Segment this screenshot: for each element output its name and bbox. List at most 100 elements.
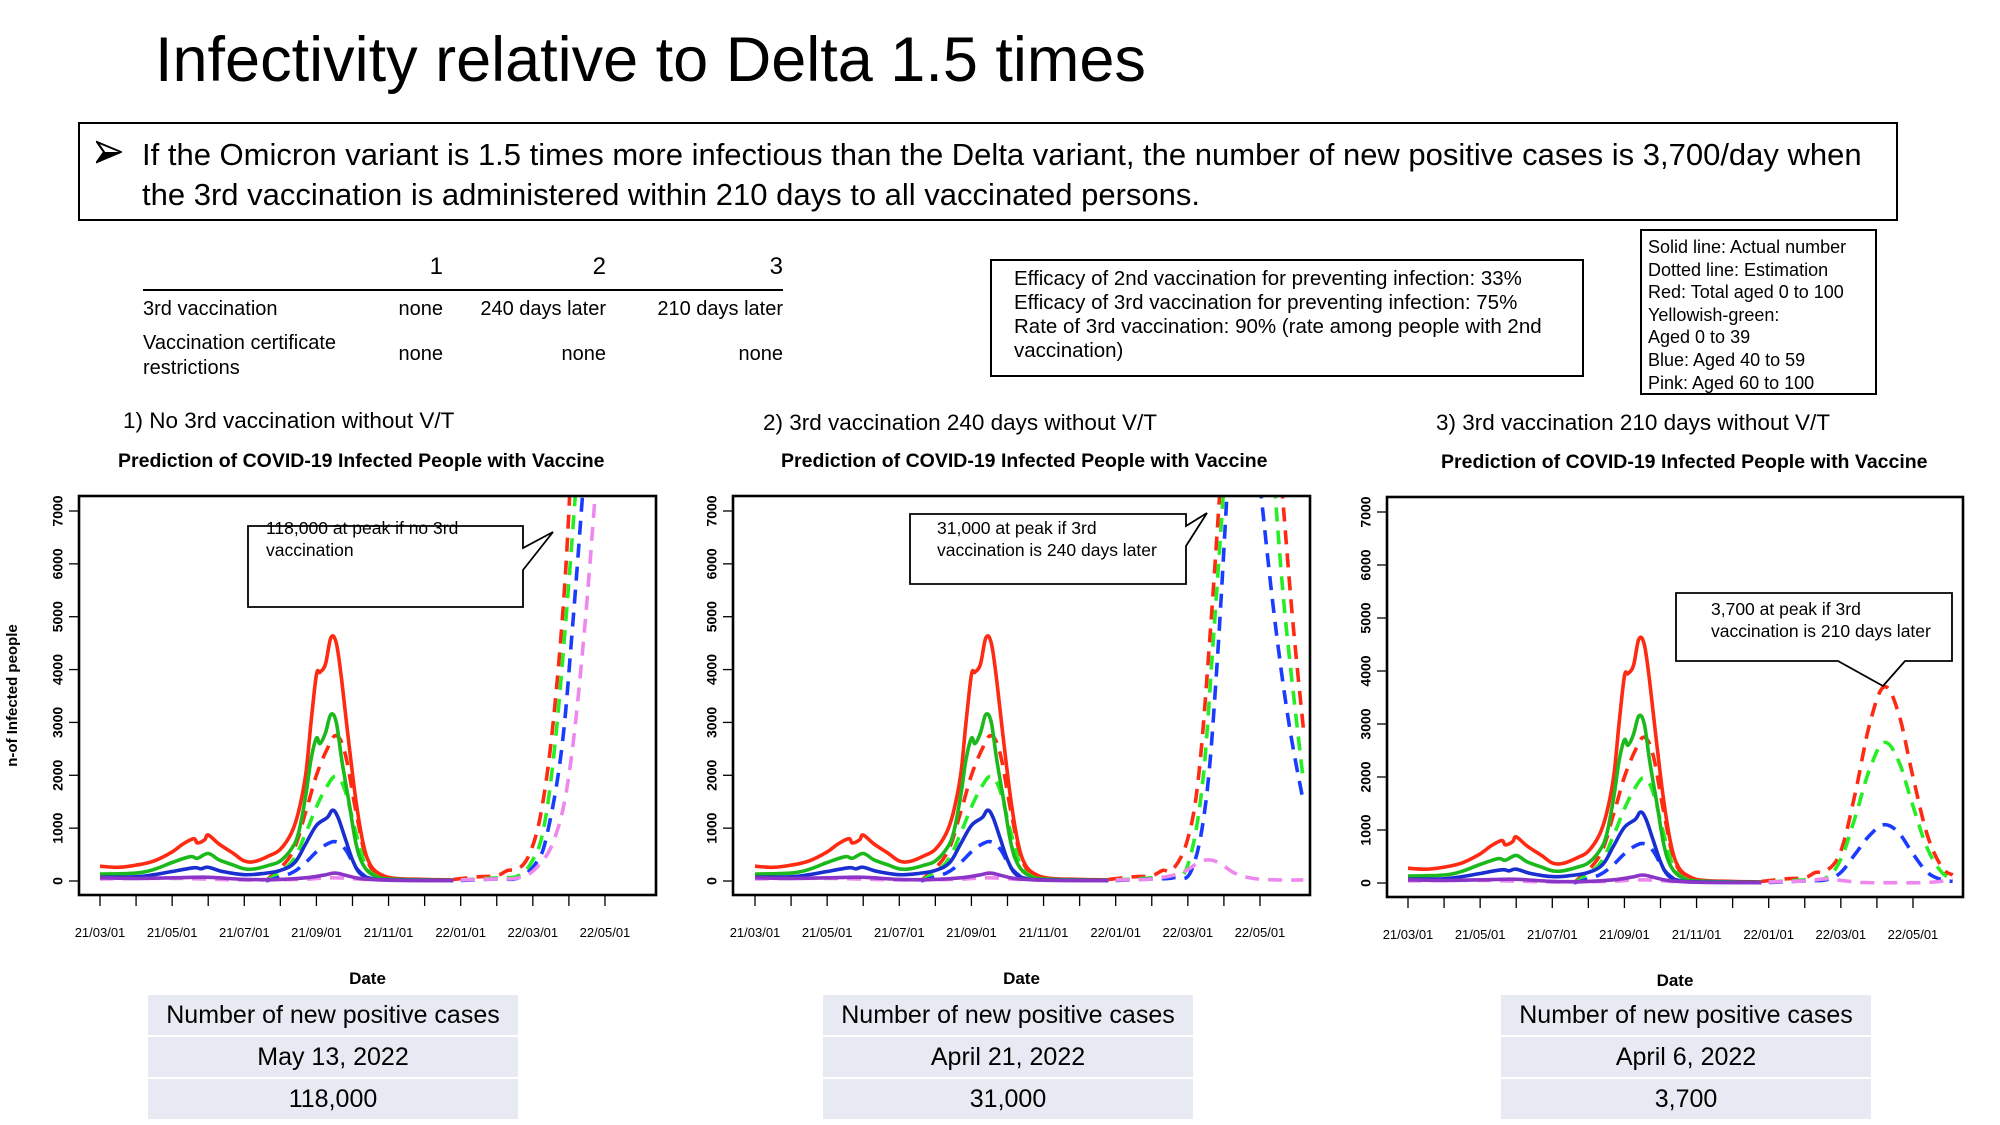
y-tick-label: 3000 bbox=[1358, 708, 1374, 739]
legend-box: Solid line: Actual number Dotted line: E… bbox=[1640, 229, 1877, 395]
scenario-caption-2: 2) 3rd vaccination 240 days without V/T bbox=[763, 410, 1157, 435]
y-tick-label: 5000 bbox=[1358, 602, 1374, 633]
x-tick-label: 22/05/01 bbox=[580, 925, 631, 940]
y-tick-label: 0 bbox=[50, 877, 66, 885]
x-tick-label: 21/07/01 bbox=[874, 925, 925, 940]
x-axis-label: Date bbox=[1657, 971, 1694, 990]
table-row: Vaccination certificate restrictions non… bbox=[143, 327, 783, 383]
result-header: Number of new positive cases bbox=[823, 995, 1193, 1035]
series-line bbox=[99, 634, 454, 882]
plot-frame bbox=[731, 494, 1312, 897]
series-line bbox=[754, 808, 1109, 883]
y-tick-label: 5000 bbox=[704, 601, 720, 632]
series-line bbox=[754, 634, 1109, 882]
result-value: 118,000 bbox=[148, 1079, 518, 1119]
series-line bbox=[1407, 873, 1762, 885]
row-cell: 240 days later bbox=[480, 298, 606, 320]
callout-text-2: 31,000 at peak if 3rd vaccination is 240… bbox=[937, 518, 1157, 560]
callout-box bbox=[247, 525, 554, 608]
table-row: 3rd vaccination none 240 days later 210 … bbox=[143, 291, 783, 327]
x-tick-label: 22/01/01 bbox=[1743, 927, 1794, 942]
series-line bbox=[754, 712, 1109, 882]
x-tick-label: 21/05/01 bbox=[147, 925, 198, 940]
legend-line: Blue: Aged 40 to 59 bbox=[1648, 349, 1806, 370]
assumption-line: Efficacy of 3rd vaccination for preventi… bbox=[1014, 291, 1518, 314]
y-axis-label: n-of Infected people bbox=[4, 624, 21, 767]
chart-title-3: Prediction of COVID-19 Infected People w… bbox=[1441, 451, 1928, 473]
series-line bbox=[1115, 496, 1229, 883]
x-tick-label: 21/07/01 bbox=[219, 925, 270, 940]
page-title: Infectivity relative to Delta 1.5 times bbox=[155, 25, 1146, 95]
y-tick-label: 4000 bbox=[50, 654, 66, 685]
result-header: Number of new positive cases bbox=[148, 995, 518, 1035]
y-tick-label: 7000 bbox=[1358, 496, 1374, 527]
y-tick-label: 4000 bbox=[1358, 655, 1374, 686]
x-tick-label: 21/07/01 bbox=[1527, 927, 1578, 942]
plot-frame bbox=[77, 494, 658, 897]
series-line bbox=[99, 871, 454, 883]
y-tick-label: 6000 bbox=[1358, 549, 1374, 580]
y-tick-label: 1000 bbox=[1358, 814, 1374, 845]
series-line bbox=[99, 712, 454, 882]
row-cell: none bbox=[398, 298, 444, 320]
series-line bbox=[1280, 496, 1306, 728]
series-line bbox=[1108, 496, 1222, 882]
legend-line: Solid line: Actual number bbox=[1648, 237, 1847, 257]
x-tick-label: 22/03/01 bbox=[508, 925, 559, 940]
series-line bbox=[1407, 635, 1762, 884]
scenario-caption-3: 3) 3rd vaccination 210 days without V/T bbox=[1436, 410, 1830, 435]
result-header: Number of new positive cases bbox=[1501, 995, 1871, 1035]
x-tick-label: 22/01/01 bbox=[1090, 925, 1141, 940]
x-tick-label: 22/05/01 bbox=[1888, 927, 1939, 942]
x-tick-label: 21/11/01 bbox=[1019, 925, 1069, 940]
y-tick-label: 0 bbox=[704, 877, 720, 885]
col-header-2: 2 bbox=[592, 253, 606, 280]
x-tick-label: 21/05/01 bbox=[802, 925, 853, 940]
x-tick-label: 21/03/01 bbox=[75, 925, 126, 940]
y-tick-label: 3000 bbox=[50, 707, 66, 738]
x-tick-label: 21/09/01 bbox=[946, 925, 997, 940]
row-cell: none bbox=[738, 343, 784, 365]
y-tick-label: 6000 bbox=[704, 548, 720, 579]
assumption-line: Rate of 3rd vaccination: 90% (rate among… bbox=[1014, 315, 1542, 362]
scenario-table: 1 2 3 3rd vaccination none 240 days late… bbox=[143, 251, 783, 383]
result-value: 31,000 bbox=[823, 1079, 1193, 1119]
row-label: 3rd vaccination bbox=[143, 298, 278, 320]
y-tick-label: 0 bbox=[1358, 879, 1374, 887]
result-table-3: Number of new positive cases April 6, 20… bbox=[1501, 995, 1871, 1121]
row-cell: none bbox=[561, 343, 607, 365]
x-tick-label: 21/09/01 bbox=[1599, 927, 1650, 942]
x-tick-label: 21/11/01 bbox=[1672, 927, 1722, 942]
x-tick-label: 22/03/01 bbox=[1163, 925, 1214, 940]
row-cell: 210 days later bbox=[657, 298, 783, 320]
y-tick-label: 4000 bbox=[704, 654, 720, 685]
plot-frame bbox=[1385, 495, 1965, 899]
y-tick-label: 1000 bbox=[50, 812, 66, 843]
series-line bbox=[453, 496, 572, 882]
legend-line: Red: Total aged 0 to 100 bbox=[1648, 282, 1844, 303]
result-date: April 21, 2022 bbox=[823, 1037, 1193, 1077]
callout-box bbox=[909, 512, 1208, 585]
y-tick-label: 7000 bbox=[50, 495, 66, 526]
series-line bbox=[1115, 496, 1225, 882]
callout-text-1: 118,000 at peak if no 3rd vaccination bbox=[266, 518, 459, 560]
result-value: 3,700 bbox=[1501, 1079, 1871, 1119]
result-date: April 6, 2022 bbox=[1501, 1037, 1871, 1077]
callout-text-3: 3,700 at peak if 3rd vaccination is 210 … bbox=[1711, 599, 1931, 641]
legend-line: Aged 0 to 39 bbox=[1648, 327, 1751, 348]
chart-title-1: Prediction of COVID-19 Infected People w… bbox=[118, 450, 605, 472]
legend-line: Pink: Aged 60 to 100 bbox=[1648, 372, 1815, 393]
series-line bbox=[99, 808, 454, 883]
result-table-1: Number of new positive cases May 13, 202… bbox=[148, 995, 518, 1121]
scenario-caption-1: 1) No 3rd vaccination without V/T bbox=[123, 408, 455, 433]
x-tick-label: 21/09/01 bbox=[291, 925, 342, 940]
y-tick-label: 7000 bbox=[704, 495, 720, 526]
row-label: Vaccination certificate restrictions bbox=[143, 332, 337, 379]
assumptions-box: Efficacy of 2nd vaccination for preventi… bbox=[990, 259, 1584, 377]
x-tick-label: 21/03/01 bbox=[1383, 927, 1434, 942]
series-line bbox=[1407, 810, 1762, 885]
y-tick-label: 1000 bbox=[704, 812, 720, 843]
chart-title-2: Prediction of COVID-19 Infected People w… bbox=[781, 450, 1268, 472]
summary-box: If the Omicron variant is 1.5 times more… bbox=[78, 122, 1898, 221]
